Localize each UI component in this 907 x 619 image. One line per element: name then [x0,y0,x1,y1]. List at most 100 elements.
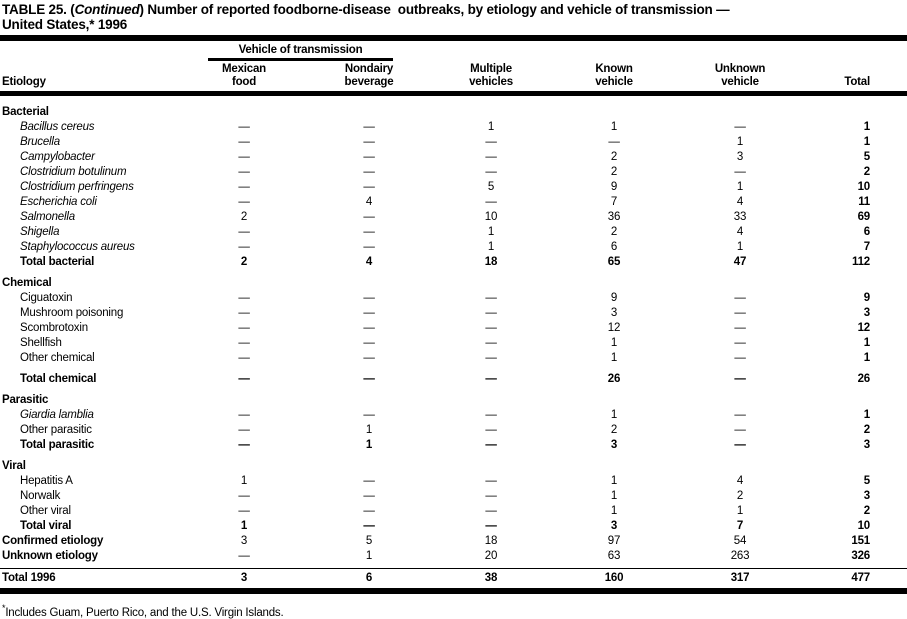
cell: 5 [863,151,870,163]
cell: 1 [610,121,618,133]
cell: 1 [610,505,618,517]
vehicle-of-transmission-spanner: Vehicle of transmission [208,44,393,61]
cell: — [363,475,375,487]
cell: 4 [736,475,744,487]
table-row: Other parasitic — 1 — 2 — 2 [0,423,907,438]
cell: 20 [484,550,498,562]
cell: — [485,166,497,178]
table-row: Bacterial [0,105,907,120]
table-row: Clostridium botulinum — — — 2 — 2 [0,165,907,180]
cell: — [734,121,746,133]
cell: — [363,505,375,517]
column-header-text: Unknown [714,63,766,75]
cell: 1 [365,439,373,451]
column-header-total: Total [784,76,907,89]
row-label: Clostridium perfringens [20,181,134,193]
row-label: Shigella [20,226,60,238]
column-header-text: Nondairy [344,63,394,75]
cell: — [485,292,497,304]
cell: 2 [863,166,870,178]
cell: — [363,241,375,253]
row-label: Ciguatoxin [20,292,73,304]
cell: 5 [487,181,495,193]
table-row: Norwalk — — — 1 2 3 [0,489,907,504]
table-row: Other viral — — — 1 1 2 [0,504,907,519]
cell: 3 [610,520,618,532]
cell: 9 [610,181,618,193]
cell: 1 [487,241,495,253]
cell: — [734,307,746,319]
cell: 54 [733,535,747,547]
cell: 2 [863,424,870,436]
cell: 1 [863,136,870,148]
cell: 97 [607,535,621,547]
cell: — [485,424,497,436]
cell: — [363,292,375,304]
cell: — [238,490,250,502]
cell: 477 [851,572,870,584]
cell: 12 [607,322,621,334]
cell: — [485,475,497,487]
cell: — [485,136,497,148]
column-header-nondairy-beverage: Nondairy beverage [288,63,450,89]
table-row: Parasitic [0,393,907,408]
cell: — [485,337,497,349]
table-row: Shellfish — — — 1 — 1 [0,336,907,351]
cell: 6 [365,572,373,584]
cell: — [485,151,497,163]
row-label: Other parasitic [20,424,92,436]
table-row: Viral [0,459,907,474]
cell: 5 [863,475,870,487]
footnote-marker: * [2,603,6,613]
cell: — [363,166,375,178]
table-row: Total parasitic — 1 — 3 — 3 [0,438,907,453]
cell: 26 [607,373,621,385]
cell: — [238,166,250,178]
cell: 2 [610,151,618,163]
cell: — [363,352,375,364]
cell: — [734,337,746,349]
table-row: Total 1996 3 6 38 160 317 477 [0,571,907,586]
row-label: Bacterial [2,106,49,118]
column-header-text: vehicle [595,76,633,88]
cell: 3 [863,490,870,502]
cell: 3 [736,151,744,163]
cell: 2 [240,256,248,268]
row-label: Hepatitis A [20,475,73,487]
table-row: Shigella — — 1 2 4 6 [0,225,907,240]
cell: — [734,373,746,385]
row-label: Norwalk [20,490,61,502]
table-row: Mushroom poisoning — — — 3 — 3 [0,306,907,321]
row-label: Total 1996 [2,572,56,584]
footnote-text: Includes Guam, Puerto Rico, and the U.S.… [5,606,284,619]
cell: 1 [240,475,248,487]
column-header-text: beverage [344,76,394,88]
cell: 1 [610,337,618,349]
pre-total-divider-rule [0,568,907,569]
cell: 112 [852,256,870,268]
cell: — [734,409,746,421]
cell: 18 [484,256,498,268]
cell: — [363,226,375,238]
column-header-unknown-vehicle: Unknown vehicle [696,63,784,89]
column-header-etiology: Etiology [2,76,46,88]
cell: 9 [863,292,870,304]
cell: — [238,409,250,421]
cell: — [363,373,375,385]
row-label: Total viral [20,520,72,532]
cell: 1 [610,352,618,364]
cell: 2 [240,211,248,223]
cell: — [363,121,375,133]
column-header-multiple-vehicles: Multiple vehicles [450,63,532,89]
cell: 4 [365,196,373,208]
cell: 263 [730,550,750,562]
table-row: Staphylococcus aureus — — 1 6 1 7 [0,240,907,255]
row-label: Escherichia coli [20,196,97,208]
cell: 9 [610,292,618,304]
cell: 1 [365,550,373,562]
cell: — [734,424,746,436]
cell: 2 [610,166,618,178]
cell: — [485,409,497,421]
cell: — [238,439,250,451]
cell: — [238,307,250,319]
